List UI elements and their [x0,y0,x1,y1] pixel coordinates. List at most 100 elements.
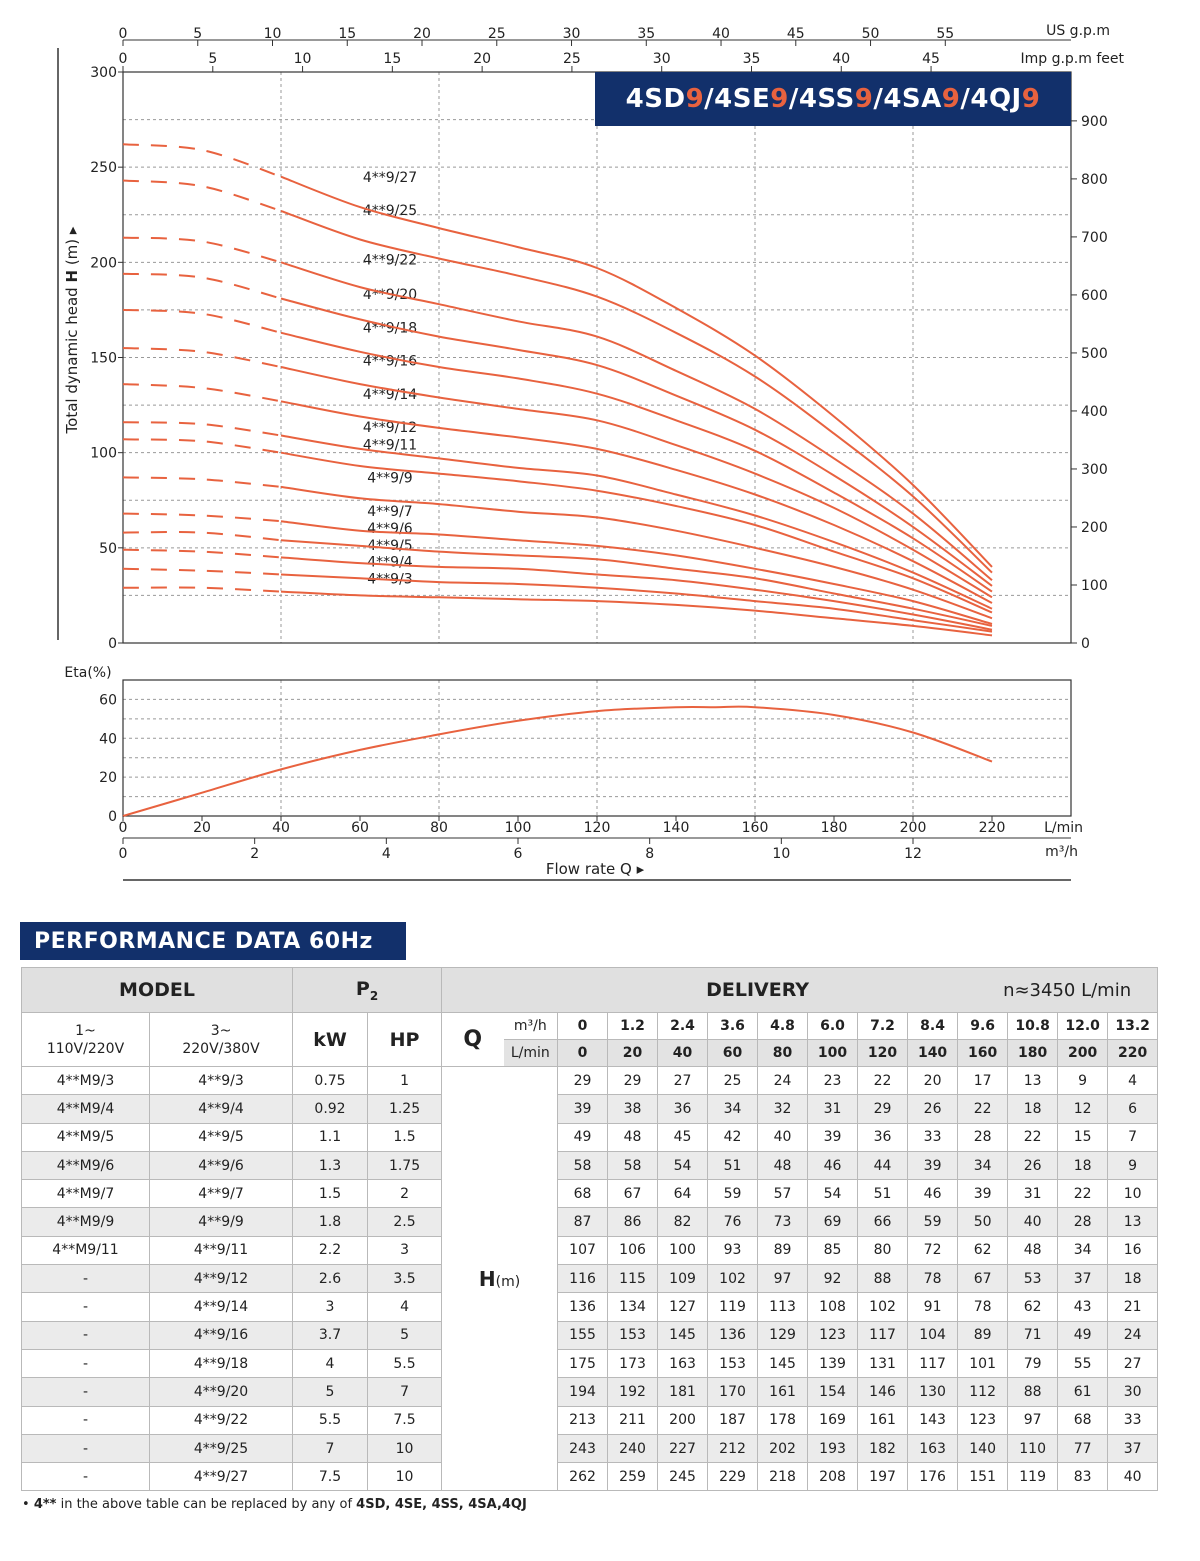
head-value: 7 [1107,1122,1159,1152]
head-value: 24 [1107,1320,1159,1350]
power-hp: 10 [367,1462,443,1492]
power-hp: 2 [367,1179,443,1209]
series-title-suffix: 9 [941,84,961,114]
head-value: 89 [757,1235,809,1266]
y-tick-label: 0 [108,636,117,652]
curve-dashed-4**9/18 [122,308,282,334]
impgpm-tick-label: 40 [832,51,850,67]
head-value: 51 [707,1150,759,1181]
head-value: 21 [1107,1292,1159,1322]
head-value: 67 [957,1264,1009,1294]
power-hp: 3 [367,1235,443,1266]
head-value: 109 [657,1264,709,1294]
head-value: 68 [557,1179,609,1209]
y-tick-label: 250 [90,160,117,176]
power-hp: 1 [367,1065,443,1096]
three-phase-header: 3~ 220V/380V [148,1012,294,1067]
head-value: 123 [957,1405,1009,1435]
power-hp: 4 [367,1292,443,1322]
model-single-phase: - [21,1292,150,1322]
head-value: 54 [807,1179,859,1209]
head-value: 200 [657,1405,709,1435]
table-row: 4**M9/5 4**9/5 1.1 1.5 49 48 45 42 40 39 36 33 28 22 1… [21,1122,1159,1152]
curve-dashed-4**9/12 [122,421,282,437]
model-single-phase: - [21,1320,150,1350]
head-value: 22 [857,1065,909,1096]
head-value: 12 [1057,1094,1109,1124]
usgpm-label: US g.p.m [1046,23,1110,39]
q-lmin-value: 120 [857,1039,909,1067]
head-value: 110 [1007,1433,1059,1464]
eta-tick-label: 20 [99,770,117,786]
head-value: 151 [957,1462,1009,1492]
q-lmin-value: 140 [907,1039,959,1067]
right-tick-label: 400 [1081,404,1108,420]
head-value: 161 [757,1377,809,1407]
head-value: 79 [1007,1348,1059,1379]
head-value: 178 [757,1405,809,1435]
model-three-phase: 4**9/5 [148,1122,294,1152]
head-value: 59 [707,1179,759,1209]
head-value: 17 [957,1065,1009,1096]
power-hp: 7 [367,1377,443,1407]
head-value: 131 [857,1348,909,1379]
curve-dashed-4**9/9 [122,476,282,488]
model-three-phase: 4**9/9 [148,1207,294,1237]
q-lmin-value: 80 [757,1039,809,1067]
model-single-phase: 4**M9/11 [21,1235,150,1266]
head-value: 44 [857,1150,909,1181]
q-lmin-value: 200 [1057,1039,1109,1067]
model-three-phase: 4**9/11 [148,1235,294,1266]
power-hp: 5 [367,1320,443,1350]
head-value: 57 [757,1179,809,1209]
table-row: -4**9/18 4 5.5 175 173 163 153 145 139 131 117 101 7… [21,1348,1159,1379]
curve-label: 4**9/27 [363,170,417,186]
head-value: 36 [657,1094,709,1124]
head-value: 62 [1007,1292,1059,1322]
curve-4**9/3 [280,590,993,637]
head-value: 102 [857,1292,909,1322]
head-value: 66 [857,1207,909,1237]
head-value: 113 [757,1292,809,1322]
power-kw: 7 [292,1433,369,1464]
power-hp: 1.5 [367,1122,443,1152]
model-three-phase: 4**9/18 [148,1348,294,1379]
head-value: 153 [607,1320,659,1350]
table-row: 4**M9/11 4**9/11 2.2 3 107 106 100 93 89 85 80 72 62… [21,1235,1159,1266]
table-row: -4**9/14 3 4 136 134 127 119 113 108 102 91 78 62 43 2… [21,1292,1159,1322]
head-value: 28 [1057,1207,1109,1237]
head-value: 43 [1057,1292,1109,1322]
model-header: MODEL [20,967,294,1013]
head-value: 22 [957,1094,1009,1124]
power-hp: 1.25 [367,1094,443,1124]
head-value: 73 [757,1207,809,1237]
head-value: 211 [607,1405,659,1435]
speed-note: n≈3450 L/min [957,967,1159,1013]
head-value: 112 [957,1377,1009,1407]
performance-table-title: PERFORMANCE DATA 60Hz [20,922,406,960]
curve-4**9/18 [280,331,993,593]
head-value: 46 [807,1150,859,1181]
head-value: 13 [1107,1207,1159,1237]
curve-dashed-4**9/6 [122,531,282,542]
q-m3h-value: 4.8 [757,1012,809,1040]
curve-dashed-4**9/5 [122,548,282,559]
head-value: 129 [757,1320,809,1350]
power-hp: 10 [367,1433,443,1464]
series-title-suffix: 9 [1021,84,1041,114]
eta-tick-label: 40 [99,731,117,747]
y-tick-label: 50 [99,541,117,557]
m3h-tick-label: 12 [904,846,922,862]
head-value: 46 [907,1179,959,1209]
power-kw: 4 [292,1348,369,1379]
model-single-phase: - [21,1264,150,1294]
head-value: 192 [607,1377,659,1407]
usgpm-tick-label: 30 [563,26,581,42]
head-value: 4 [1107,1065,1159,1096]
head-value: 80 [857,1235,909,1266]
power-kw: 5 [292,1377,369,1407]
head-value: 119 [1007,1462,1059,1492]
head-value: 153 [707,1348,759,1379]
head-value: 240 [607,1433,659,1464]
head-value: 15 [1057,1122,1109,1152]
